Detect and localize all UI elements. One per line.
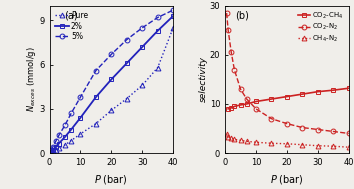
$\mathrm{CO_2}$-$\mathrm{N_2}$ <box>245 98 249 100</box>
$\mathrm{CO_2}$-$\mathrm{CH_4}$ <box>300 93 304 95</box>
$\mathrm{CO_2}$-$\mathrm{CH_4}$ <box>238 104 242 106</box>
$\mathrm{CO_2}$-$\mathrm{N_2}$ <box>229 51 233 53</box>
$\mathrm{CH_4}$-$\mathrm{N_2}$ <box>316 145 320 147</box>
Legend: $\mathrm{CO_2}$-$\mathrm{CH_4}$, $\mathrm{CO_2}$-$\mathrm{N_2}$, $\mathrm{CH_4}$: $\mathrm{CO_2}$-$\mathrm{CH_4}$, $\mathr… <box>297 9 345 45</box>
$\mathrm{CH_4}$-$\mathrm{N_2}$ <box>238 139 242 141</box>
$\mathrm{CO_2}$-$\mathrm{N_2}$ <box>300 126 304 129</box>
Line: 2%: 2% <box>48 14 176 154</box>
2% <box>109 78 114 81</box>
$\mathrm{CO_2}$-$\mathrm{CH_4}$ <box>269 98 274 100</box>
$\mathrm{CO_2}$-$\mathrm{N_2}$ <box>285 122 289 125</box>
Line: 5%: 5% <box>48 8 176 153</box>
Pure <box>78 133 82 135</box>
5% <box>51 146 55 148</box>
$\mathrm{CH_4}$-$\mathrm{N_2}$ <box>224 133 229 136</box>
2% <box>69 128 73 131</box>
Y-axis label: $N_{\it exces}$ (mmol/g): $N_{\it exces}$ (mmol/g) <box>25 46 38 112</box>
Pure <box>109 109 114 112</box>
$\mathrm{CO_2}$-$\mathrm{N_2}$ <box>347 132 351 135</box>
Pure <box>171 27 175 29</box>
$\mathrm{CO_2}$-$\mathrm{N_2}$ <box>226 29 230 31</box>
5% <box>171 9 175 11</box>
2% <box>125 62 129 64</box>
5% <box>125 38 129 41</box>
$\mathrm{CH_4}$-$\mathrm{N_2}$ <box>285 143 289 145</box>
$\mathrm{CO_2}$-$\mathrm{CH_4}$ <box>232 105 236 108</box>
Line: $\mathrm{CO_2}$-$\mathrm{CH_4}$: $\mathrm{CO_2}$-$\mathrm{CH_4}$ <box>226 86 351 111</box>
Pure <box>125 97 129 100</box>
Pure <box>140 84 144 86</box>
$\mathrm{CH_4}$-$\mathrm{N_2}$ <box>226 136 230 138</box>
$\mathrm{CH_4}$-$\mathrm{N_2}$ <box>254 141 258 143</box>
Pure <box>69 139 73 142</box>
5% <box>156 16 160 19</box>
Text: (b): (b) <box>235 10 249 20</box>
$\mathrm{CO_2}$-$\mathrm{CH_4}$ <box>229 107 233 109</box>
$\mathrm{CO_2}$-$\mathrm{CH_4}$ <box>254 100 258 103</box>
2% <box>78 117 82 119</box>
Line: $\mathrm{CH_4}$-$\mathrm{N_2}$: $\mathrm{CH_4}$-$\mathrm{N_2}$ <box>224 132 351 150</box>
5% <box>109 53 114 55</box>
$\mathrm{CO_2}$-$\mathrm{N_2}$ <box>316 128 320 131</box>
Pure <box>94 122 98 125</box>
Line: $\mathrm{CO_2}$-$\mathrm{N_2}$: $\mathrm{CO_2}$-$\mathrm{N_2}$ <box>224 11 351 136</box>
$\mathrm{CH_4}$-$\mathrm{N_2}$ <box>300 144 304 146</box>
$\mathrm{CO_2}$-$\mathrm{CH_4}$ <box>347 87 351 89</box>
X-axis label: $P$ (bar): $P$ (bar) <box>95 173 128 186</box>
2% <box>140 46 144 48</box>
$\mathrm{CO_2}$-$\mathrm{N_2}$ <box>269 118 274 120</box>
X-axis label: $P$ (bar): $P$ (bar) <box>270 173 304 186</box>
Pure <box>51 150 55 153</box>
Pure <box>57 147 61 149</box>
5% <box>94 69 98 72</box>
5% <box>140 27 144 29</box>
$\mathrm{CH_4}$-$\mathrm{N_2}$ <box>229 137 233 139</box>
2% <box>94 96 98 98</box>
Pure <box>53 149 58 151</box>
$\mathrm{CH_4}$-$\mathrm{N_2}$ <box>347 146 351 148</box>
$\mathrm{CO_2}$-$\mathrm{CH_4}$ <box>245 103 249 105</box>
Text: (a): (a) <box>64 10 78 20</box>
2% <box>156 30 160 32</box>
2% <box>53 146 58 148</box>
$\mathrm{CH_4}$-$\mathrm{N_2}$ <box>232 138 236 140</box>
$\mathrm{CH_4}$-$\mathrm{N_2}$ <box>331 145 335 147</box>
5% <box>57 134 61 136</box>
$\mathrm{CH_4}$-$\mathrm{N_2}$ <box>245 140 249 143</box>
$\mathrm{CO_2}$-$\mathrm{CH_4}$ <box>331 89 335 91</box>
Legend: Pure, 2%, 5%: Pure, 2%, 5% <box>53 9 90 43</box>
Pure <box>156 67 160 69</box>
2% <box>51 149 55 151</box>
5% <box>63 124 67 126</box>
2% <box>49 150 53 153</box>
$\mathrm{CO_2}$-$\mathrm{N_2}$ <box>331 130 335 133</box>
5% <box>49 149 53 151</box>
Line: Pure: Pure <box>48 25 176 155</box>
Pure <box>49 151 53 153</box>
5% <box>78 96 82 98</box>
$\mathrm{CO_2}$-$\mathrm{N_2}$ <box>238 88 242 90</box>
2% <box>57 142 61 145</box>
$\mathrm{CO_2}$-$\mathrm{CH_4}$ <box>285 95 289 98</box>
$\mathrm{CH_4}$-$\mathrm{N_2}$ <box>269 142 274 144</box>
5% <box>69 112 73 114</box>
$\mathrm{CO_2}$-$\mathrm{N_2}$ <box>224 12 229 14</box>
Y-axis label: selectivity: selectivity <box>199 56 208 102</box>
$\mathrm{CO_2}$-$\mathrm{N_2}$ <box>254 108 258 110</box>
Pure <box>63 144 67 146</box>
$\mathrm{CO_2}$-$\mathrm{CH_4}$ <box>316 91 320 93</box>
$\mathrm{CO_2}$-$\mathrm{N_2}$ <box>232 68 236 71</box>
2% <box>63 136 67 138</box>
2% <box>171 15 175 17</box>
$\mathrm{CO_2}$-$\mathrm{CH_4}$ <box>226 108 230 110</box>
5% <box>53 140 58 143</box>
